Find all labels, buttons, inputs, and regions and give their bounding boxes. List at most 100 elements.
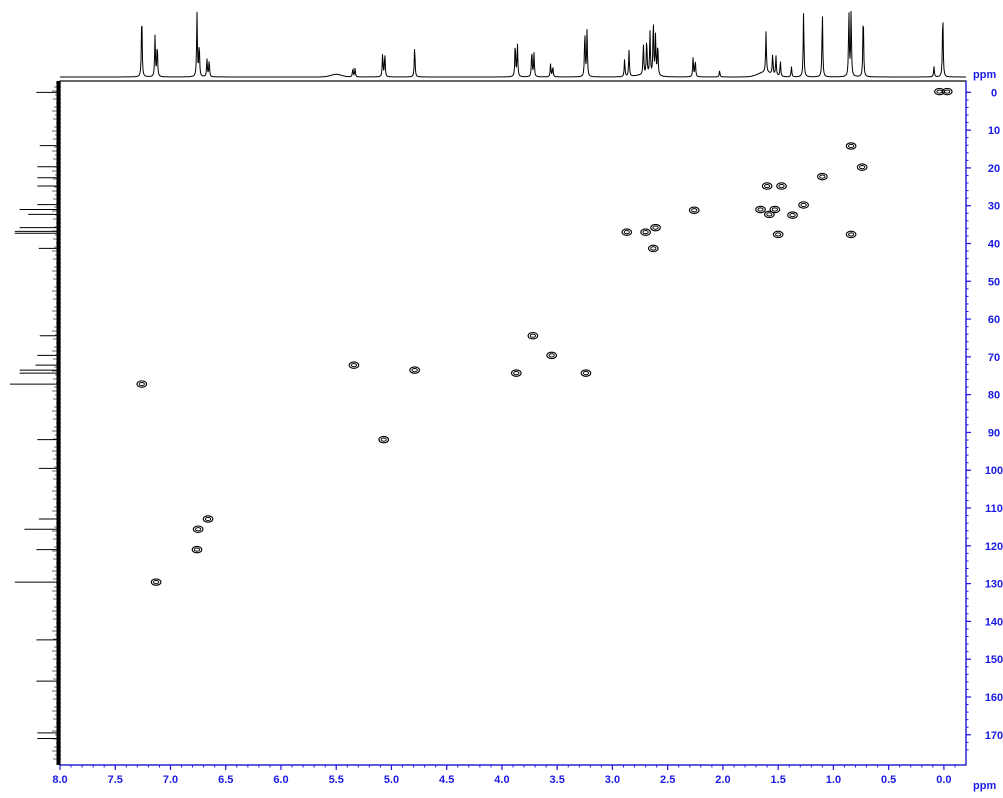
contour-outer [510, 369, 522, 377]
contour-inner [153, 579, 160, 585]
cross-peak [755, 205, 766, 214]
y-tick-label: 170 [985, 730, 1003, 742]
x-tick-label: 3.0 [605, 774, 620, 786]
contour-outer [776, 182, 787, 190]
contour-outer [640, 228, 651, 236]
contour-outer [621, 228, 633, 236]
contour-inner [642, 230, 649, 235]
contour-outer [202, 515, 214, 523]
contour-inner [652, 225, 659, 230]
contour-inner [623, 230, 630, 235]
contour-outer [192, 525, 204, 533]
contour-inner [529, 333, 536, 338]
contour-outer [647, 244, 659, 253]
cross-peak [761, 182, 773, 190]
cross-peak [941, 87, 953, 96]
cross-peak [546, 351, 558, 360]
contour-inner [789, 213, 796, 218]
cross-peak [798, 201, 809, 209]
y-tick-label: 150 [985, 654, 1003, 666]
contour-outer [856, 163, 868, 171]
contour-inner [775, 232, 782, 237]
x-tick-label: 4.5 [439, 774, 454, 786]
y-axis-ticks: 0 10 20 30 40 50 60 70 80 90 100 110 120 130 140 150 160… [966, 87, 1003, 751]
contour-outer [546, 351, 558, 360]
cross-peak [845, 142, 857, 150]
contour-inner [582, 371, 590, 376]
cross-peak [150, 578, 162, 586]
y-tick-label: 90 [988, 427, 1000, 439]
contour-outer [755, 205, 766, 214]
contour-inner [766, 212, 773, 217]
x-unit-label: ppm [973, 780, 996, 792]
cross-peak [688, 206, 700, 214]
x-tick-label: 1.5 [771, 774, 786, 786]
cross-peak [640, 228, 651, 236]
x-tick-label: 0.5 [881, 774, 896, 786]
cross-peak [202, 515, 214, 523]
contour-inner [847, 232, 855, 237]
contour-outer [150, 578, 162, 586]
y-tick-label: 100 [985, 465, 1003, 477]
y-tick-label: 140 [985, 616, 1003, 628]
x-tick-label: 4.0 [494, 774, 509, 786]
contour-outer [761, 182, 773, 190]
y-tick-label: 30 [988, 201, 1000, 213]
cross-peak [191, 545, 203, 554]
cross-peak [763, 210, 775, 219]
cross-peak [192, 525, 204, 533]
contour-outer [769, 205, 781, 214]
y-tick-label: 20 [988, 163, 1000, 175]
contour-inner [411, 367, 418, 373]
x-tick-label: 7.5 [108, 774, 123, 786]
contour-outer [941, 87, 953, 96]
x-tick-label: 3.5 [550, 774, 565, 786]
cross-peak [378, 435, 390, 444]
cross-peaks [136, 87, 953, 586]
contour-inner [193, 547, 201, 552]
contour-inner [757, 207, 764, 212]
x-axis-ticks: 8.0 7.5 7.0 6.5 6.0 5.5 5.0 4.5 4.0 3.5 3.0 2.5 2.0 1… [52, 765, 956, 786]
x-tick-label: 7.0 [163, 774, 178, 786]
contour-inner [650, 246, 657, 251]
contour-outer [136, 380, 148, 388]
x-tick-label: 2.0 [715, 774, 730, 786]
contour-outer [580, 369, 592, 377]
contour-outer [409, 366, 421, 374]
y-tick-label: 0 [991, 87, 997, 99]
cross-peak [409, 366, 421, 374]
contour-outer [787, 211, 798, 219]
contour-inner [350, 363, 357, 368]
left-edge-noise [52, 82, 61, 760]
y-tick-label: 120 [985, 541, 1003, 553]
x-tick-label: 0.0 [936, 774, 951, 786]
contour-outer [845, 142, 857, 150]
y-tick-label: 130 [985, 579, 1003, 591]
x-tick-label: 5.5 [329, 774, 344, 786]
contour-outer [763, 210, 775, 219]
x-tick-label: 6.5 [218, 774, 233, 786]
contour-outer [688, 206, 700, 214]
cross-peak [527, 331, 539, 340]
y-tick-label: 160 [985, 692, 1003, 704]
contour-inner [548, 353, 555, 358]
contour-outer [845, 230, 857, 239]
cross-peak [136, 380, 148, 388]
proton-1d-spectrum [60, 10, 966, 78]
cross-peak [621, 228, 633, 236]
proton-spectrum-trace [60, 10, 966, 78]
contour-inner [764, 183, 771, 189]
cross-peak [856, 163, 868, 171]
x-tick-label: 2.5 [660, 774, 675, 786]
contour-inner [771, 207, 778, 212]
cross-peak [650, 223, 661, 232]
cross-peak [776, 182, 787, 190]
contour-inner [778, 183, 785, 189]
y-tick-label: 10 [988, 125, 1000, 137]
x-tick-label: 5.0 [384, 774, 399, 786]
cross-peak [647, 244, 659, 253]
x-tick-label: 8.0 [52, 774, 67, 786]
cross-peak [348, 361, 360, 369]
x-tick-label: 1.0 [826, 774, 841, 786]
